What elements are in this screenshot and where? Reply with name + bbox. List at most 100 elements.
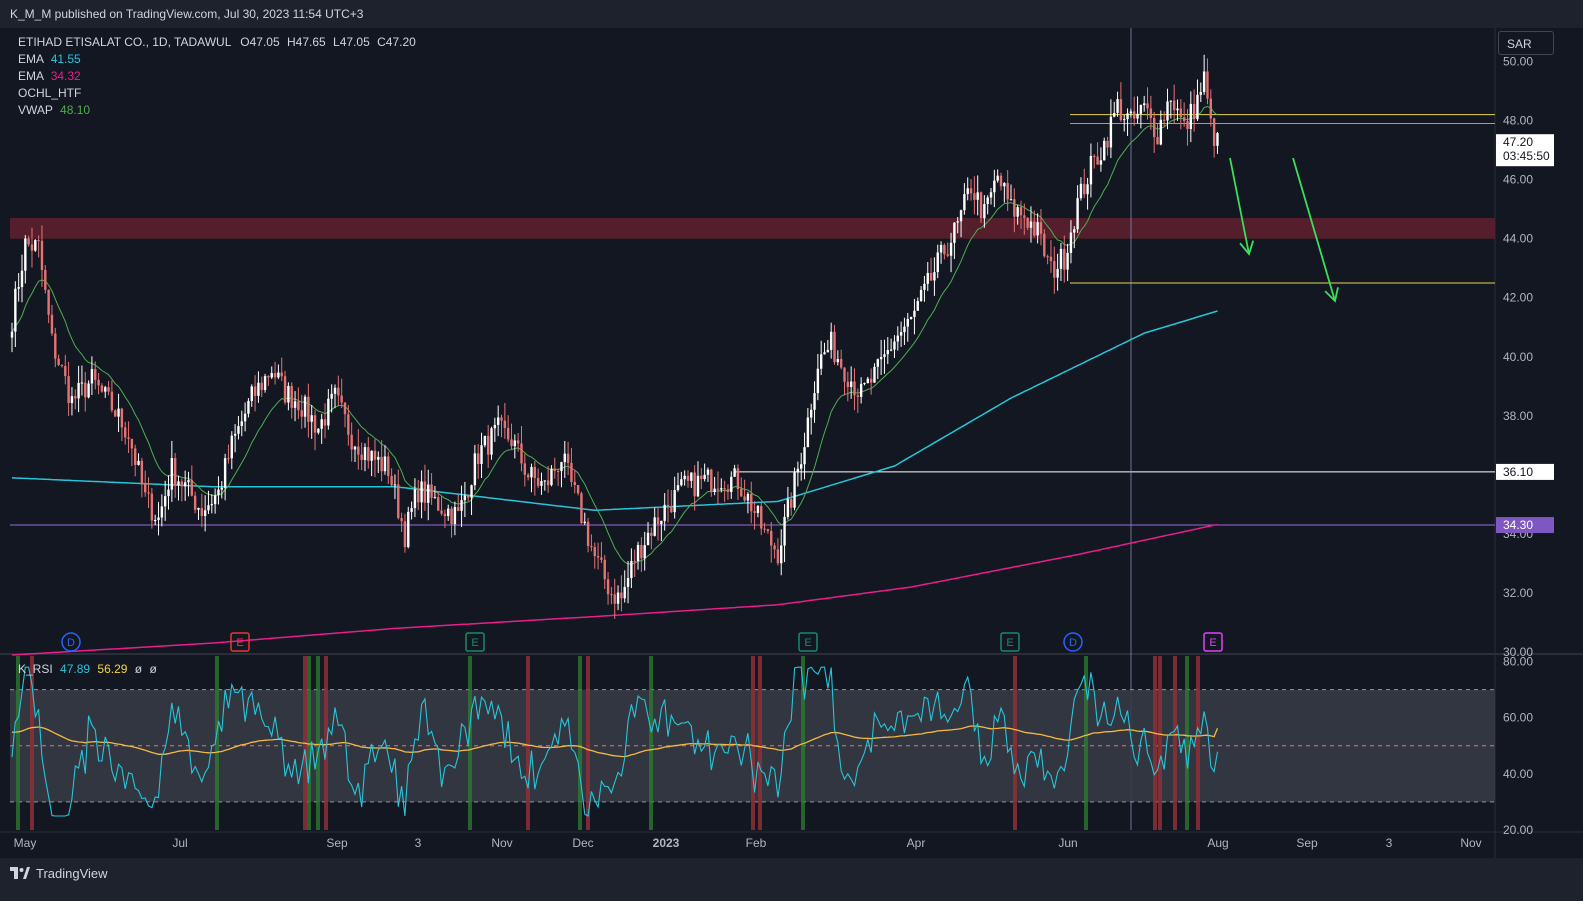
- candle-body: [513, 440, 517, 447]
- candle-body: [270, 373, 273, 378]
- symbol-name[interactable]: ETIHAD ETISALAT CO., 1D, TADAWUL: [18, 35, 231, 49]
- tradingview-logo[interactable]: TradingView: [10, 866, 108, 881]
- candle-body: [563, 453, 566, 463]
- candle-body: [417, 489, 420, 503]
- candle-body: [370, 450, 373, 461]
- price-tick-label: 40.00: [1503, 350, 1533, 364]
- candle-body: [433, 497, 437, 499]
- candle-body: [144, 483, 147, 493]
- candle-body: [886, 350, 889, 355]
- candle-body: [163, 496, 167, 507]
- candle-body: [790, 499, 793, 508]
- time-tick-label: Sep: [1296, 836, 1318, 850]
- candle-body: [756, 506, 760, 513]
- candle-body: [413, 489, 417, 509]
- candle-body: [710, 469, 713, 492]
- indicator-ema-fast[interactable]: EMA 41.55: [18, 51, 416, 68]
- candle-body: [477, 453, 480, 465]
- candle-body: [317, 428, 320, 433]
- candle-body: [1152, 117, 1156, 138]
- candle-body: [766, 529, 770, 532]
- event-earnings-marker: [798, 632, 818, 652]
- candle-body: [803, 447, 806, 465]
- candle-body: [743, 496, 746, 501]
- candle-body: [490, 428, 493, 455]
- candle-body: [740, 488, 743, 497]
- candle-body: [227, 458, 230, 460]
- candle-body: [650, 532, 653, 536]
- candle-body: [463, 495, 467, 501]
- price-chart[interactable]: D E E E E D E 50.00 48.00 46.00 44.00 42.00 40.00 38.…: [0, 0, 1583, 858]
- rsi-sell-signal-bar: [751, 656, 755, 830]
- candle-body: [660, 520, 663, 525]
- candle-body: [636, 544, 640, 562]
- rsi-buy-signal-bar: [215, 656, 219, 830]
- time-tick-label: Sep: [326, 836, 348, 850]
- candle-body: [483, 435, 487, 446]
- candle-body: [273, 373, 277, 378]
- candle-body: [20, 270, 24, 288]
- candle-body: [27, 238, 30, 245]
- candle-body: [690, 472, 693, 481]
- candle-body: [100, 385, 104, 392]
- price-label-box: [1496, 463, 1554, 480]
- candle-body: [800, 464, 803, 469]
- ema-fast-line: [11, 310, 1218, 512]
- candle-body: [876, 359, 879, 367]
- rsi-sell-signal-bar: [1153, 656, 1157, 830]
- candle-body: [210, 504, 213, 506]
- currency-selector[interactable]: SAR: [1498, 31, 1554, 55]
- candle-body: [1186, 121, 1189, 129]
- indicator-ema-slow[interactable]: EMA 34.32: [18, 68, 416, 85]
- candle-body: [280, 372, 283, 377]
- candle-body: [397, 484, 400, 519]
- candle-body: [1059, 248, 1063, 269]
- candle-body: [546, 480, 550, 486]
- candle-body: [656, 517, 660, 525]
- candle-body: [200, 508, 204, 517]
- candle-body: [107, 387, 110, 392]
- candle-body: [796, 468, 800, 473]
- candle-body: [350, 434, 353, 450]
- rsi-sell-signal-bar: [30, 656, 34, 830]
- candle-body: [410, 508, 413, 512]
- candle-body: [300, 410, 303, 417]
- candle-body: [313, 415, 317, 433]
- candle-body: [620, 592, 623, 599]
- candle-body: [510, 439, 513, 447]
- candle-body: [1166, 101, 1169, 121]
- candle-body: [933, 272, 936, 281]
- rsi-legend[interactable]: K_RSI 47.89 56.29 ø ø: [18, 662, 157, 676]
- candle-body: [1036, 222, 1039, 236]
- candle-body: [666, 504, 670, 507]
- candle-body: [307, 396, 310, 422]
- indicator-ochl-htf[interactable]: OCHL_HTF: [18, 85, 416, 102]
- rsi-extra-1: ø: [134, 662, 143, 676]
- rsi-tick-label: 60.00: [1503, 711, 1533, 725]
- candle-body: [776, 549, 780, 564]
- price-label-text: 36.10: [1503, 465, 1533, 479]
- candle-body: [1009, 199, 1013, 201]
- rsi-sell-signal-bar: [526, 656, 530, 830]
- candle-body: [819, 354, 823, 369]
- price-tick-label: 30.00: [1503, 645, 1533, 659]
- rsi-buy-signal-bar: [307, 656, 311, 830]
- event-dividend-marker: [61, 632, 81, 652]
- candle-body: [60, 365, 64, 367]
- candle-body: [250, 386, 253, 401]
- candle-body: [899, 332, 903, 336]
- candle-body: [157, 517, 160, 520]
- candle-body: [473, 453, 477, 486]
- candle-body: [576, 485, 580, 494]
- indicator-name: EMA: [18, 52, 44, 66]
- candle-body: [220, 487, 223, 490]
- candle-body: [183, 482, 187, 487]
- candle-body: [387, 456, 390, 476]
- candle-body: [327, 398, 330, 426]
- rsi-buy-signal-bar: [1084, 656, 1088, 830]
- candle-body: [383, 456, 387, 472]
- candle-body: [680, 479, 683, 486]
- candle-body: [1189, 103, 1193, 129]
- indicator-vwap[interactable]: VWAP 48.10: [18, 102, 416, 119]
- publisher-header: K_M_M published on TradingView.com, Jul …: [0, 0, 1583, 28]
